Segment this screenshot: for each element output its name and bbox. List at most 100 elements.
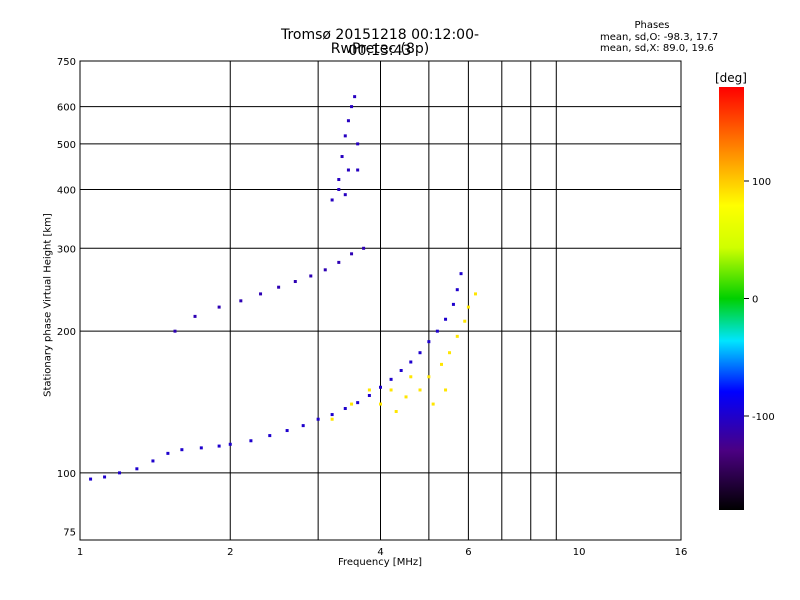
data-point — [228, 442, 232, 446]
colorbar-label: [deg] — [715, 71, 747, 85]
data-point — [309, 274, 313, 278]
data-point — [268, 434, 272, 438]
data-point — [330, 198, 334, 202]
data-point — [451, 302, 455, 306]
data-point — [394, 410, 398, 414]
phase-heading: Phases — [634, 20, 670, 31]
data-point — [367, 388, 371, 392]
data-point — [346, 119, 350, 123]
data-point — [448, 351, 452, 355]
data-point — [239, 299, 243, 303]
data-point — [301, 424, 305, 428]
chart-title: Tromsø 20151218 00:12:00-00:13:43 — [280, 27, 480, 59]
colorbar-ticks: [deg] 100 0 -100 — [715, 71, 775, 423]
data-point — [330, 417, 334, 421]
data-point — [151, 459, 155, 463]
x-tick-label: 16 — [675, 547, 688, 558]
phase-o-stats: mean, sd,O: -98.3, 17.7 — [600, 32, 719, 43]
data-point — [103, 475, 107, 479]
data-point — [444, 317, 448, 321]
data-point — [440, 362, 444, 366]
data-point — [330, 413, 334, 417]
gridlines — [80, 61, 681, 540]
data-point — [427, 340, 431, 344]
data-point — [444, 388, 448, 392]
data-point — [118, 471, 122, 475]
data-point — [404, 395, 408, 399]
x-axis-label: Frequency [MHz] — [337, 557, 423, 568]
data-point — [463, 319, 467, 323]
data-point — [367, 393, 371, 397]
data-point — [337, 178, 341, 182]
data-point — [337, 187, 341, 191]
data-point — [173, 329, 177, 333]
colorbar-tick-label: -100 — [752, 412, 775, 423]
data-point — [379, 402, 382, 406]
data-point — [473, 292, 477, 296]
x-tick-label: 10 — [573, 547, 586, 558]
y-tick-label: 300 — [57, 244, 76, 255]
data-point — [418, 351, 422, 355]
data-point — [337, 260, 341, 264]
data-point — [455, 334, 459, 338]
y-tick-label: 100 — [57, 469, 76, 480]
x-tick-label: 2 — [227, 547, 233, 558]
data-point — [293, 280, 297, 284]
data-point — [353, 95, 357, 99]
data-point — [135, 467, 139, 471]
colorbar — [719, 87, 744, 510]
colorbar-tick-label: 100 — [752, 177, 771, 188]
x-axis-ticks: 1 2 4 6 10 16 — [77, 547, 688, 558]
colorbar-tick-label: 0 — [752, 295, 758, 306]
data-point — [346, 168, 350, 172]
data-point — [459, 272, 463, 276]
y-tick-label: 200 — [57, 327, 76, 338]
data-point — [350, 252, 354, 256]
y-tick-label: 400 — [57, 185, 76, 196]
data-point — [259, 292, 263, 296]
y-tick-label: 750 — [57, 57, 76, 68]
data-point — [89, 477, 93, 481]
data-point — [409, 360, 413, 364]
data-point — [389, 377, 393, 381]
data-point — [323, 268, 327, 272]
scatter-points — [89, 95, 477, 481]
y-axis-ticks: 75 100 200 300 400 500 600 750 — [57, 57, 76, 539]
data-point — [193, 314, 197, 318]
data-point — [249, 439, 253, 443]
data-point — [356, 168, 360, 172]
data-point — [285, 429, 289, 433]
x-tick-label: 4 — [377, 547, 383, 558]
x-tick-label: 1 — [77, 547, 83, 558]
data-point — [418, 388, 422, 392]
data-point — [316, 417, 320, 421]
data-point — [466, 305, 470, 309]
data-point — [277, 285, 281, 289]
data-point — [389, 388, 393, 392]
data-point — [340, 155, 344, 159]
data-point — [455, 288, 459, 292]
data-point — [399, 368, 403, 372]
data-point — [362, 246, 366, 250]
data-point — [343, 134, 347, 138]
y-tick-label: 75 — [63, 528, 76, 539]
chart-subtitle: RwPretec (8p) — [330, 41, 430, 57]
data-point — [180, 448, 184, 452]
data-point — [343, 407, 347, 411]
y-axis-label: Stationary phase Virtual Height [km] — [42, 213, 54, 397]
y-tick-label: 500 — [57, 140, 76, 151]
data-point — [379, 385, 382, 389]
data-point — [356, 142, 360, 146]
data-point — [199, 446, 203, 450]
data-point — [166, 451, 170, 455]
data-point — [350, 105, 354, 109]
data-point — [343, 193, 347, 197]
data-point — [435, 329, 439, 333]
x-tick-label: 6 — [465, 547, 471, 558]
data-point — [217, 444, 221, 448]
data-point — [427, 375, 431, 379]
data-point — [356, 401, 360, 405]
data-point — [217, 305, 221, 309]
data-point — [431, 402, 435, 406]
